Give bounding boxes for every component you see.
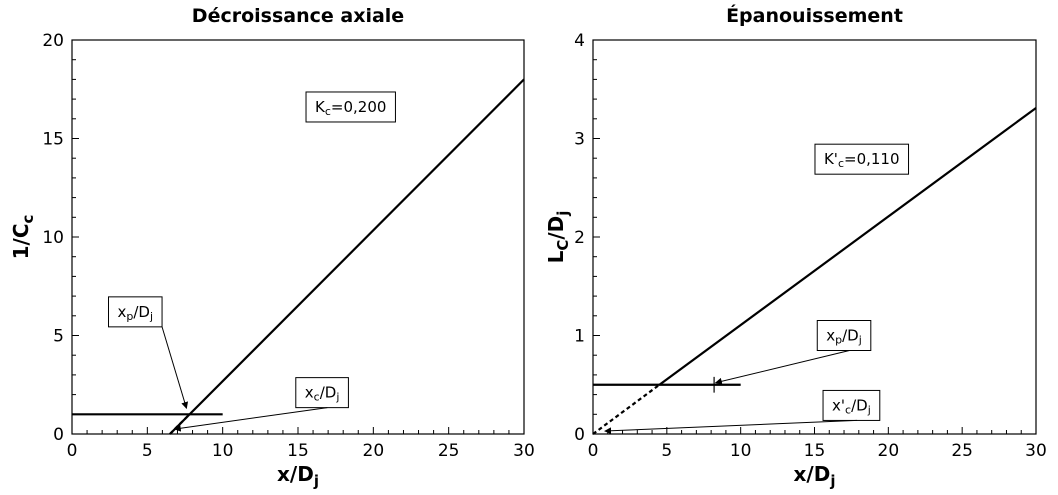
annotation-label: xc/Dj [305,384,340,404]
annotation-1: xp/Dj [108,296,189,410]
y-tick-label: 3 [574,130,585,150]
x-tick-label: 20 [363,441,385,461]
x-tick-label: 20 [878,441,900,461]
x-tick-label: 5 [661,441,672,461]
annotation-box [822,389,881,421]
y-tick-label: 0 [574,425,585,445]
annotation-arrow [604,419,858,435]
y-tick-label: 2 [574,228,585,248]
y-tick-label: 20 [42,31,64,51]
x-tick-label: 30 [513,441,535,461]
annotation-box [295,377,349,409]
annotation-arrow [173,407,328,432]
annotation-0: Kc=0,200 [305,91,396,123]
annotation-arrow [714,350,850,385]
x-tick-label: 10 [730,441,752,461]
y-tick-label: 10 [42,228,64,248]
y-tick-label: 0 [53,425,64,445]
chart-spreading: Épanouissement 0 5 10 15 20 25 30 0 1 2 3 4 x/Dj LC/Dj… [544,4,1047,490]
y-tick-label: 5 [53,327,64,347]
plot-frame [592,39,1037,435]
series-line-2 [592,383,661,435]
series-line-2 [169,413,191,435]
x-tick-label: 25 [438,441,460,461]
y-tick-label: 1 [574,327,585,347]
chart-title: Épanouissement [726,4,903,27]
annotation-box [814,143,910,175]
chart-title: Décroissance axiale [192,5,404,27]
annotation-box [305,91,396,123]
x-tick-label: 25 [951,441,973,461]
x-tick-label: 5 [142,441,153,461]
x-tick-label: 30 [1025,441,1047,461]
x-tick-label: 15 [287,441,309,461]
annotation-2: x'c/Dj [604,389,881,435]
x-tick-label: 0 [588,441,599,461]
annotation-label: K'c=0,110 [824,150,900,170]
plot-frame [71,39,525,435]
x-tick-label: 0 [67,441,78,461]
annotation-label: Kc=0,200 [315,98,386,118]
annotation-label: xp/Dj [826,327,862,347]
series-line-0 [658,107,1037,386]
x-axis-label: x/Dj [277,462,319,490]
annotation-label: x'c/Dj [832,396,871,416]
y-tick-label: 4 [574,31,585,51]
annotation-box [108,296,163,328]
y-tick-label: 15 [42,130,64,150]
series-line-0 [169,78,525,435]
x-tick-label: 15 [804,441,826,461]
x-tick-label: 10 [212,441,234,461]
y-axis-label: 1/Cc [9,215,37,260]
y-axis-label: LC/Dj [544,211,572,264]
annotation-box [816,320,872,351]
annotation-label: xp/Dj [118,303,154,323]
x-axis-label: x/Dj [794,462,836,490]
annotation-0: K'c=0,110 [814,143,910,175]
annotation-2: xc/Dj [173,377,349,432]
annotation-1: xp/Dj [714,320,872,385]
annotation-arrow [161,326,189,410]
chart-axial-decay: Décroissance axiale 0 5 10 15 20 25 30 0 5 10 15 20 x… [9,5,535,490]
